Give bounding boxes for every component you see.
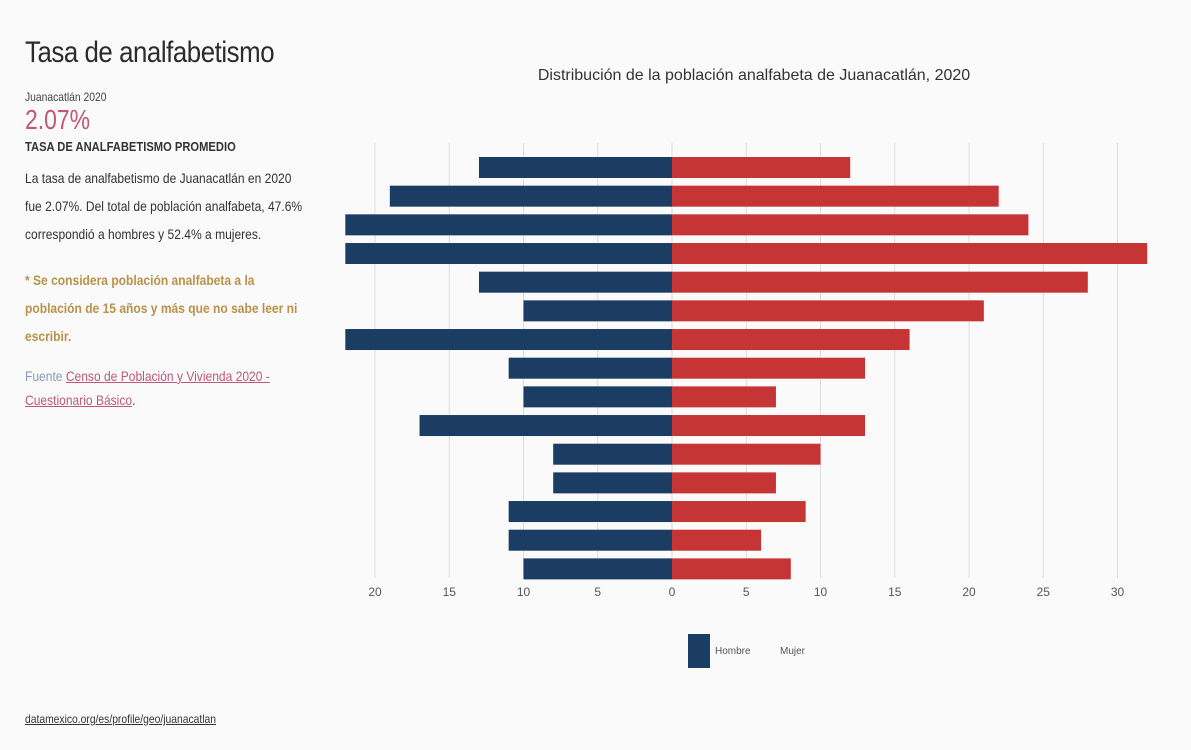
bar-hombre[interactable] (523, 300, 673, 322)
left-panel: Tasa de analfabetismo Juanacatlán 2020 2… (25, 30, 325, 412)
bar-hombre[interactable] (508, 501, 672, 523)
source-label: Fuente (25, 368, 63, 384)
legend: Hombre Mujer (688, 634, 806, 668)
bar-hombre[interactable] (553, 443, 672, 465)
bar-hombre[interactable] (345, 214, 672, 236)
footer-profile-link[interactable]: datamexico.org/es/profile/geo/juanacatla… (25, 712, 217, 726)
x-tick-label: 5 (594, 585, 601, 599)
legend-label-mujer: Mujer (780, 646, 806, 657)
bar-hombre[interactable] (419, 415, 672, 437)
bar-hombre[interactable] (478, 271, 672, 293)
description-text: La tasa de analfabetismo de Juanacatlán … (25, 170, 303, 242)
bar-mujer[interactable] (672, 472, 776, 494)
x-axis-ticks: 20 15 10 5 0 5 10 15 20 25 30 (368, 585, 1124, 599)
source-line: Fuente Censo de Población y Vivienda 202… (25, 364, 309, 412)
bar-mujer[interactable] (672, 329, 910, 351)
definition-note: * Se considera población analfabeta a la… (25, 272, 298, 344)
x-tick-label: 5 (743, 585, 750, 599)
x-tick-label: 15 (888, 585, 902, 599)
bar-mujer[interactable] (672, 157, 851, 178)
x-tick-label: 15 (443, 585, 457, 599)
x-tick-label: 30 (1111, 585, 1125, 599)
bar-hombre[interactable] (345, 329, 672, 351)
x-tick-label: 0 (669, 585, 676, 599)
bar-hombre[interactable] (523, 386, 673, 408)
x-tick-label: 10 (517, 585, 531, 599)
bar-hombre[interactable] (478, 157, 672, 178)
bar-mujer[interactable] (672, 185, 999, 207)
stat-value: 2.07% (25, 104, 91, 135)
bar-mujer[interactable] (672, 271, 1088, 293)
bar-mujer[interactable] (672, 529, 762, 551)
legend-label-hombre: Hombre (715, 646, 751, 657)
page-title: Tasa de analfabetismo (25, 36, 275, 69)
bar-hombre[interactable] (508, 529, 672, 551)
bars (345, 157, 1148, 580)
x-tick-label: 20 (962, 585, 976, 599)
bar-mujer[interactable] (672, 300, 984, 322)
location-year-label: Juanacatlán 2020 (25, 90, 107, 104)
bar-hombre[interactable] (508, 357, 672, 379)
bar-hombre[interactable] (389, 185, 672, 207)
bar-mujer[interactable] (672, 415, 866, 437)
bar-mujer[interactable] (672, 243, 1148, 265)
bar-mujer[interactable] (672, 386, 776, 408)
source-link[interactable]: Censo de Población y Vivienda 2020 - Cue… (25, 368, 270, 408)
stat-label: TASA DE ANALFABETISMO PROMEDIO (25, 139, 236, 154)
x-tick-label: 20 (368, 585, 382, 599)
bar-mujer[interactable] (672, 558, 791, 580)
source-end: . (132, 392, 136, 408)
bar-mujer[interactable] (672, 357, 866, 379)
legend-swatch-hombre[interactable] (688, 634, 710, 668)
bar-hombre[interactable] (553, 472, 672, 494)
bar-mujer[interactable] (672, 501, 806, 523)
x-tick-label: 25 (1037, 585, 1051, 599)
chart-title: Distribución de la población analfabeta … (538, 67, 970, 84)
bar-hombre[interactable] (345, 243, 672, 265)
bar-mujer[interactable] (672, 214, 1029, 236)
x-tick-label: 10 (814, 585, 828, 599)
bar-hombre[interactable] (523, 558, 673, 580)
bar-mujer[interactable] (672, 443, 821, 465)
